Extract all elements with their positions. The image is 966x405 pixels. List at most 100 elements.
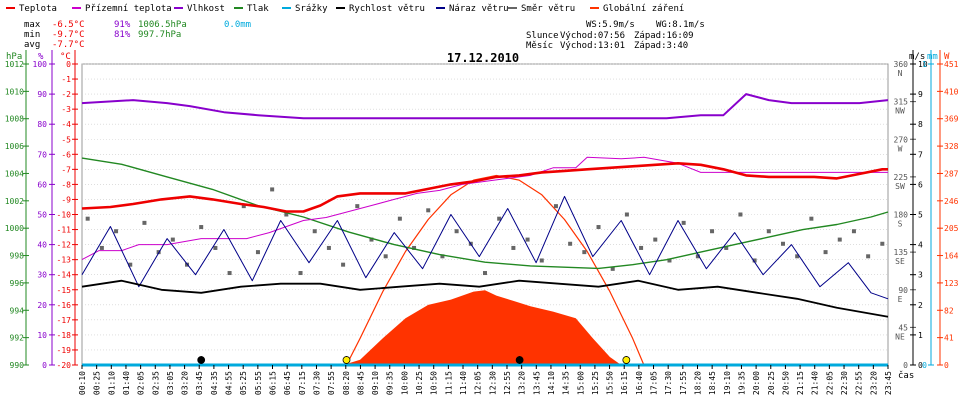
x-tick-label-34: 15:00 — [576, 371, 585, 395]
series-sm-r-v-tru-point-48 — [766, 229, 771, 234]
x-tick-label-0: 00:10 — [78, 371, 87, 395]
axis-wind-speed-label-7: 3 — [918, 271, 923, 280]
series-sm-r-v-tru-point-15 — [298, 271, 303, 276]
axis-radiation-label-0: 451 — [944, 60, 959, 69]
axis-humidity-label-2: 80 — [37, 120, 47, 129]
stats-panel: max -6.5°C 91% 1006.5hPa 0.0mm min -9.7°… — [24, 20, 251, 50]
series-sm-r-v-tru-point-8 — [199, 225, 204, 230]
series-max-z-en--line — [345, 174, 645, 366]
series-sm-r-v-tru-point-34 — [568, 241, 573, 246]
axis-temperature-label-7: -7 — [61, 165, 71, 174]
x-tick-label-40: 17:30 — [664, 371, 673, 395]
x-tick-label-12: 05:55 — [254, 371, 263, 395]
axis-wind-dir-label-0: 360 — [894, 60, 909, 69]
unit-hpa: hPa — [6, 52, 22, 62]
info-moon-label: Měsíc — [526, 41, 553, 51]
axis-wind-dir-label-1: 315 — [894, 98, 909, 107]
stat-min-hum: 81% — [114, 30, 131, 40]
series-sm-r-v-tru-point-36 — [596, 225, 601, 230]
unit-pct: % — [38, 52, 44, 62]
series-sm-r-v-tru-point-55 — [866, 254, 871, 259]
x-tick-label-25: 11:15 — [444, 371, 453, 395]
x-tick-label-52: 22:30 — [840, 371, 849, 395]
stat-min-label: min — [24, 30, 40, 40]
axis-wind-speed-label-5: 5 — [918, 211, 923, 220]
series-sm-r-v-tru-point-12 — [255, 250, 260, 255]
axis-radiation-label-2: 369 — [944, 115, 959, 124]
x-tick-label-7: 03:20 — [181, 371, 190, 395]
x-tick-label-39: 17:05 — [650, 371, 659, 395]
x-tick-label-53: 22:55 — [855, 371, 864, 395]
series-sm-r-v-tru-point-23 — [412, 245, 417, 250]
series-sm-r-v-tru-point-18 — [341, 262, 346, 267]
axis-temperature-label-9: -9 — [61, 195, 71, 204]
axis-wind-dir-compass-5: SE — [895, 257, 905, 266]
series-sm-r-v-tru-point-3 — [128, 262, 133, 267]
x-tick-label-38: 16:40 — [635, 371, 644, 395]
axis-humidity-label-4: 60 — [37, 180, 47, 189]
unit-degc: °C — [60, 52, 71, 62]
axis-rain-label-1: 0 — [922, 361, 927, 370]
series-sm-r-v-tru-point-1 — [99, 245, 104, 250]
info-moonrise: Východ:13:01 — [560, 41, 625, 51]
axis-wind-dir-compass-6: E — [898, 295, 903, 304]
axis-humidity-label-1: 90 — [37, 90, 47, 99]
sun-moon-markers — [197, 356, 631, 364]
legend-label-2: Vlhkost — [187, 4, 225, 14]
stat-min-press: 997.7hPa — [138, 30, 181, 40]
x-tick-label-16: 07:30 — [312, 371, 321, 395]
unit-w: W — [944, 52, 950, 62]
x-tick-label-47: 20:25 — [767, 371, 776, 395]
unit-ms: m/s — [909, 52, 925, 62]
axis-humidity-label-7: 30 — [37, 271, 47, 280]
series-sm-r-v-tru-point-11 — [241, 204, 246, 209]
series-sm-r-v-tru-point-41 — [667, 258, 672, 263]
stat-max-hum: 91% — [114, 20, 131, 30]
axis-wind-speed-label-4: 6 — [918, 180, 923, 189]
series-sm-r-v-tru-point-16 — [312, 229, 317, 234]
stat-avg-temp: -7.7°C — [52, 40, 85, 50]
x-tick-label-27: 12:05 — [474, 371, 483, 395]
axis-pressure-label-7: 998 — [10, 252, 25, 261]
axis-temperature-label-0: 0 — [66, 60, 71, 69]
axis-pressure-label-11: 990 — [10, 361, 25, 370]
x-axis: 00:10 00:25 01:10 01:40 02:05 02:35 03:05 03:20… — [78, 365, 893, 395]
x-tick-label-23: 10:25 — [415, 371, 424, 395]
axis-pressure-label-3: 1006 — [5, 142, 24, 151]
series-sm-r-v-tru-point-28 — [483, 271, 487, 276]
info-sunrise: Východ:07:56 — [560, 31, 625, 41]
series-sm-r-v-tru-point-42 — [681, 220, 686, 225]
series-sm-r-v-tru-point-49 — [780, 241, 785, 246]
legend-label-4: Srážky — [295, 4, 328, 14]
x-tick-label-41: 17:55 — [679, 371, 688, 395]
series-sm-r-v-tru-point-52 — [823, 250, 828, 255]
stat-max-temp: -6.5°C — [52, 20, 85, 30]
series-sm-r-v-tru-point-43 — [695, 254, 700, 259]
x-tick-label-2: 01:10 — [107, 371, 116, 395]
series-sm-r-v-tru-point-20 — [369, 237, 374, 242]
axis-wind-speed-label-6: 4 — [918, 241, 923, 250]
x-tick-label-4: 02:05 — [137, 371, 146, 395]
axis-temperature-label-13: -13 — [57, 256, 72, 265]
series-n-raz-v-tru-line — [81, 195, 889, 300]
series-teplota-line — [81, 162, 888, 213]
x-tick-label-43: 18:45 — [708, 371, 717, 395]
axis-wind-speed-label-3: 7 — [918, 150, 923, 159]
axis-pressure-label-0: 1012 — [5, 60, 24, 69]
series-sm-r-v-tru-point-39 — [639, 245, 644, 250]
series-sm-r-v-tru-point-37 — [610, 266, 615, 271]
stat-max-rain: 0.0mm — [224, 20, 251, 30]
x-tick-label-35: 15:25 — [591, 371, 600, 395]
x-tick-label-6: 03:05 — [166, 371, 175, 395]
axis-radiation-label-9: 82 — [944, 306, 954, 315]
series-sm-r-v-tru-point-10 — [227, 271, 232, 276]
marker-sunrise-dot — [342, 356, 351, 364]
axis-pressure-label-4: 1004 — [5, 169, 24, 178]
axis-temperature-label-1: -1 — [61, 75, 71, 84]
x-tick-label-37: 16:15 — [620, 371, 629, 395]
series-glob-ln-z-en--area — [82, 290, 888, 365]
legend-label-6: Náraz větru — [449, 4, 509, 14]
axis-humidity-label-0: 100 — [33, 60, 48, 69]
axis-wind-dir-label-8: 0 — [903, 361, 908, 370]
axis-radiation-label-11: 0 — [944, 361, 949, 370]
